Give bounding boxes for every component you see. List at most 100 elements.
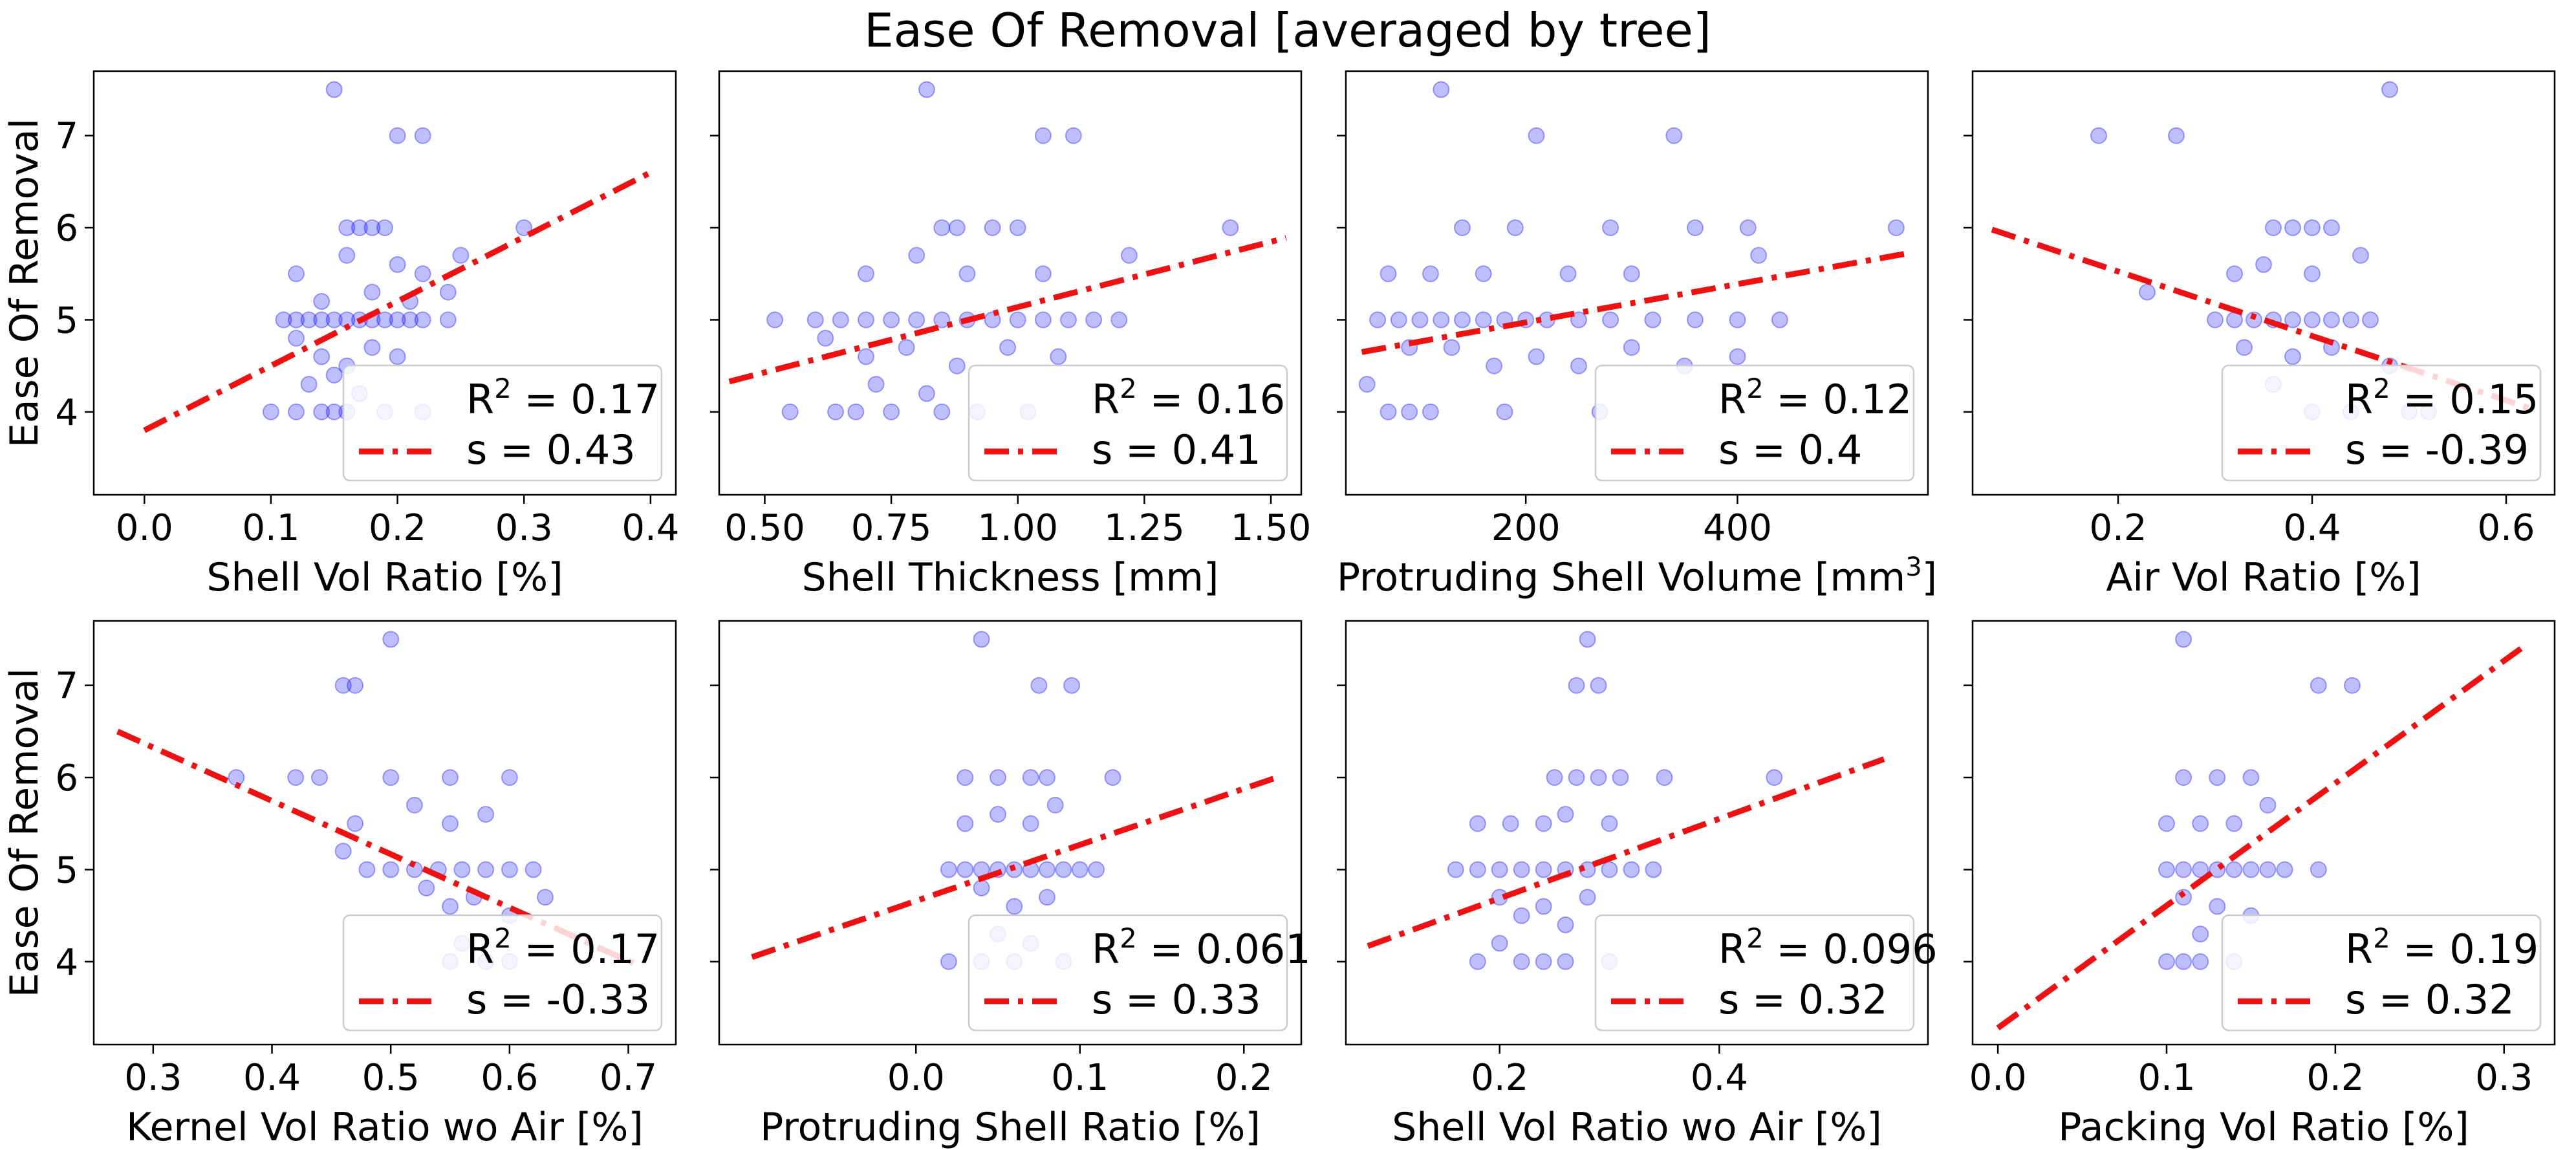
data-point (1496, 403, 1513, 420)
data-point (1433, 311, 1450, 329)
data-point (275, 311, 292, 329)
legend-r2-value: = 0.096 (1764, 926, 1938, 973)
data-point (2158, 815, 2175, 832)
data-point (334, 843, 352, 860)
data-point (1469, 815, 1486, 832)
data-point (832, 311, 849, 329)
x-tick-label: 0.7 (600, 1057, 657, 1099)
plot-area (1367, 631, 1885, 970)
x-tick-label: 1.50 (1231, 507, 1312, 549)
x-tick-label: 0.1 (1051, 1057, 1109, 1099)
y-tick-label: 5 (55, 299, 78, 342)
data-point (2259, 861, 2277, 878)
data-point (806, 311, 824, 329)
panel-1: 0.0 0.1 0.2 0.3 0.4 4 5 6 7 Shell Vol Ratio [%] Ea… (2, 70, 679, 600)
data-point (908, 246, 925, 264)
data-point (406, 796, 423, 814)
data-point (288, 265, 305, 283)
data-point (1469, 953, 1486, 970)
data-point (501, 769, 518, 787)
data-point (1687, 311, 1704, 329)
data-point (1623, 861, 1640, 878)
data-point (984, 219, 1001, 237)
data-point (1039, 889, 1055, 906)
legend-r2-sup: 2 (494, 922, 512, 954)
data-point (1443, 339, 1460, 356)
data-point (439, 283, 457, 301)
data-point (515, 219, 533, 237)
data-point (358, 861, 376, 878)
data-point (1557, 806, 1574, 823)
data-point (313, 403, 330, 420)
y-axis-label: Ease Of Removal (2, 668, 47, 997)
x-tick-label: 1.00 (977, 507, 1058, 549)
legend-r2-value: = 0.17 (512, 926, 660, 973)
data-point (2090, 127, 2107, 144)
data-point (2242, 769, 2260, 787)
data-point (325, 81, 343, 98)
data-point (2225, 861, 2243, 878)
data-point (262, 403, 279, 420)
data-point (1411, 311, 1429, 329)
data-point (973, 879, 990, 896)
data-point (948, 219, 966, 237)
data-point (1433, 81, 1450, 98)
data-point (1579, 631, 1596, 648)
data-point (1390, 311, 1407, 329)
x-tick-label: 0.2 (1215, 1057, 1273, 1099)
legend-s-entry: s = 0.32 (2345, 976, 2515, 1023)
figure-title: Ease Of Removal [averaged by tree] (864, 3, 1711, 58)
data-point (442, 769, 459, 787)
x-tick-label: 0.6 (2477, 507, 2535, 549)
data-point (1750, 246, 1768, 264)
data-point (1401, 403, 1418, 420)
data-point (858, 311, 874, 329)
data-point (1034, 265, 1052, 283)
data-point (2158, 953, 2175, 970)
data-point (2323, 219, 2340, 237)
data-point (442, 898, 459, 915)
data-point (2226, 265, 2243, 283)
plot-frame (1971, 620, 2556, 1046)
x-tick-label: 0.4 (2283, 507, 2341, 549)
data-point (1110, 311, 1128, 329)
data-point (2352, 246, 2369, 264)
fit-line (1361, 250, 1908, 355)
data-point (1557, 916, 1574, 933)
legend-r2-sup: 2 (1120, 373, 1137, 404)
data-point (1491, 861, 1508, 878)
x-tick-label: 0.6 (481, 1057, 538, 1099)
panel-4: 0.2 0.4 0.6 Air Vol Ratio [%] R2 = 0.15s = -… (1964, 70, 2556, 600)
data-point (363, 219, 381, 237)
data-point (1055, 861, 1072, 878)
data-point (2304, 219, 2321, 237)
data-point (1535, 953, 1552, 970)
data-point (2310, 677, 2327, 694)
data-point (2265, 219, 2282, 237)
data-point (2242, 861, 2260, 878)
data-point (376, 311, 393, 329)
data-point (1513, 861, 1530, 878)
panel-6: 0.0 0.1 0.2 Protruding Shell Ratio [%] R2 = … (710, 620, 1311, 1150)
data-point (1050, 348, 1067, 365)
data-point (300, 376, 318, 393)
data-point (1535, 815, 1552, 832)
fit-line (751, 774, 1278, 960)
legend-r2-sup: 2 (1746, 922, 1764, 954)
data-point (338, 219, 356, 237)
legend-s-entry: s = -0.39 (2345, 426, 2529, 473)
data-point (2192, 815, 2209, 832)
data-point (2362, 311, 2379, 329)
data-point (2284, 219, 2301, 237)
x-tick-label: 0.3 (495, 507, 553, 549)
data-point (1358, 376, 1376, 393)
plot-frame (1345, 620, 1929, 1046)
x-axis-label: Shell Thickness [mm] (802, 555, 1219, 600)
data-point (1491, 935, 1508, 952)
plot-frame (92, 620, 677, 1046)
plot-frame (718, 620, 1303, 1046)
data-point (325, 311, 343, 329)
x-tick-label: 0.50 (724, 507, 805, 549)
data-point (999, 339, 1017, 356)
